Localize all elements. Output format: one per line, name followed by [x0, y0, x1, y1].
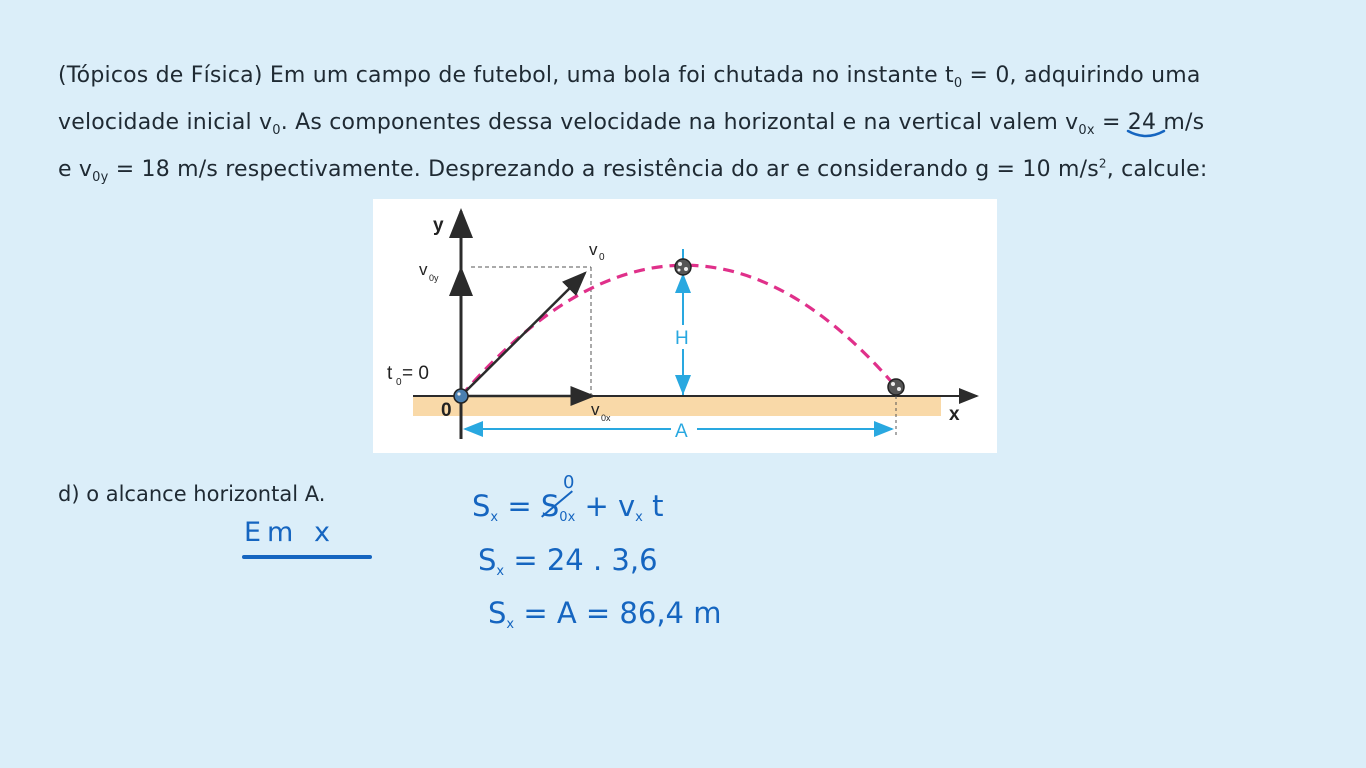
trajectory-curve — [459, 263, 898, 398]
ground — [413, 396, 941, 416]
eq-symbol: = 24 . 3,6 — [504, 543, 658, 577]
handwritten-underline-icon — [1126, 129, 1166, 138]
eq-symbol: = A = 86,4 m — [514, 596, 722, 630]
eq-sub: x — [506, 617, 515, 632]
problem-line-3: e v0y = 18 m/s respectivamente. Despreza… — [58, 146, 1318, 193]
t0-label: t — [387, 363, 393, 384]
eq-symbol: + v — [575, 489, 636, 523]
t0-sub: 0 — [396, 377, 402, 388]
v0-label: v — [589, 240, 598, 259]
v0y-sub: 0y — [429, 273, 439, 283]
eq-sub: 0x — [559, 510, 576, 525]
eq-sub: x — [635, 510, 643, 525]
eq-symbol: t — [642, 489, 664, 523]
eq-symbol: S — [472, 489, 491, 523]
y-axis-label: y — [433, 215, 444, 236]
handwritten-heading: Em x — [244, 517, 336, 548]
subscript: 0 — [953, 76, 963, 91]
v0x-label: v — [591, 400, 600, 419]
problem-text: . As componentes dessa velocidade na hor… — [280, 110, 1079, 135]
heading-underline — [242, 555, 372, 559]
v0x-value: 24 — [1127, 110, 1157, 135]
v0x-sub: 0x — [601, 413, 611, 423]
eq-symbol: = — [498, 489, 541, 523]
x-axis-label: x — [949, 404, 960, 425]
problem-text: = — [1094, 110, 1128, 135]
problem-text: = 18 m/s respectivamente. Desprezando a … — [108, 157, 1099, 182]
v0y-label: v — [419, 260, 428, 279]
struck-term: S0x — [540, 489, 576, 525]
question-d: d) o alcance horizontal A. — [58, 482, 325, 506]
handwritten-equation-2: Sx = 24 . 3,6 — [478, 543, 658, 579]
height-label: H — [675, 328, 689, 349]
handwritten-zero: 0 — [563, 472, 575, 493]
handwritten-equation-3: Sx = A = 86,4 m — [488, 596, 722, 632]
eq-sub: x — [490, 510, 499, 525]
range-label-bg — [671, 419, 697, 439]
height-label-bg — [673, 325, 693, 349]
problem-text: m/s — [1156, 110, 1205, 135]
problem-statement: (Tópicos de Física) Em um campo de futeb… — [58, 52, 1318, 193]
origin-label: 0 — [441, 400, 452, 421]
problem-text: , calcule: — [1106, 157, 1208, 182]
problem-line-1: (Tópicos de Física) Em um campo de futeb… — [58, 52, 1318, 99]
subscript: 0y — [92, 170, 109, 185]
eq-symbol: S — [488, 596, 507, 630]
eq-sub: x — [496, 564, 505, 579]
eq-symbol: S — [540, 489, 560, 523]
diagram-svg: y x v 0 v 0y v 0x t 0 = 0 0 H A — [387, 208, 979, 442]
problem-text: e v — [58, 157, 93, 182]
ball-landing-icon — [887, 378, 905, 396]
problem-text: (Tópicos de Física) Em um campo de futeb… — [58, 63, 954, 88]
ball-top-icon — [674, 258, 692, 276]
range-label: A — [675, 421, 688, 442]
problem-text: = 0, adquirindo uma — [962, 63, 1201, 88]
subscript: 0 — [272, 123, 281, 138]
t0-equals: = 0 — [402, 363, 429, 384]
v0-sub: 0 — [599, 252, 605, 263]
question-text: d) o alcance horizontal A. — [58, 482, 326, 506]
problem-line-2: velocidade inicial v0. As componentes de… — [58, 99, 1318, 146]
v0-vector — [460, 271, 587, 397]
handwritten-equation-1: Sx = S0x + vx t — [472, 489, 664, 525]
superscript: 2 — [1098, 156, 1107, 171]
projectile-diagram: y x v 0 v 0y v 0x t 0 = 0 0 H A — [373, 199, 997, 453]
eq-symbol: S — [478, 543, 497, 577]
subscript: 0x — [1078, 123, 1095, 138]
problem-text: velocidade inicial v — [58, 110, 273, 135]
underlined-value: 24 — [1126, 99, 1166, 146]
ball-origin-icon — [453, 388, 469, 404]
